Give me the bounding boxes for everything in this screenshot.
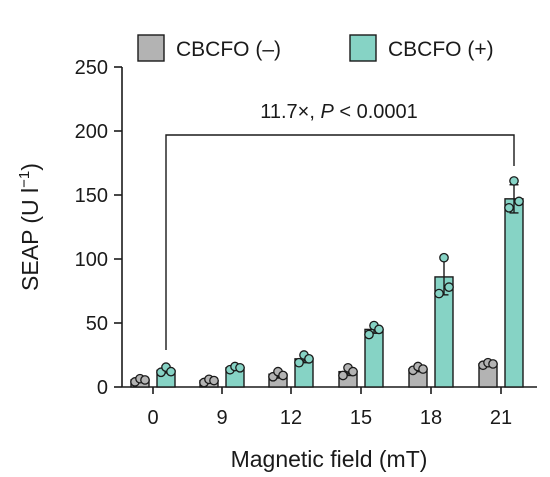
legend: CBCFO (–) CBCFO (+) xyxy=(137,34,494,62)
data-point-cbcfo-plus xyxy=(235,362,245,373)
significance-annotation: 11.7×, P < 0.0001 xyxy=(165,101,515,350)
p-value-text: < 0.0001 xyxy=(334,101,418,123)
data-point-cbcfo-plus xyxy=(509,176,519,186)
y-tick-label: 100 xyxy=(75,249,108,271)
bar-cbcfo-plus-21 xyxy=(504,198,524,388)
bars-layer xyxy=(130,176,524,388)
legend-label-cbcfo-minus: CBCFO (–) xyxy=(176,38,281,61)
x-tick-label: 15 xyxy=(350,407,372,429)
data-point-cbcfo-plus xyxy=(294,357,304,368)
x-tick-label: 9 xyxy=(216,407,227,429)
data-point-cbcfo-plus xyxy=(166,366,176,377)
x-tick-label: 21 xyxy=(490,407,512,429)
y-axis-title: SEAP (U l−1) xyxy=(16,163,43,291)
y-axis-title-main: SEAP (U l xyxy=(17,188,43,291)
data-point-cbcfo-minus xyxy=(209,375,219,386)
y-tick-label: 50 xyxy=(86,313,108,335)
significance-label: 11.7×, P < 0.0001 xyxy=(260,101,418,123)
data-point-cbcfo-minus xyxy=(338,370,348,381)
legend-swatch-cbcfo-minus xyxy=(137,34,165,62)
x-tick-label: 0 xyxy=(147,407,158,429)
y-axis-title-close: ) xyxy=(17,163,43,171)
data-point-cbcfo-plus xyxy=(374,324,384,335)
y-tick-label: 0 xyxy=(97,377,108,399)
significance-bracket xyxy=(165,134,515,350)
y-axis-title-superscript: −1 xyxy=(16,171,33,188)
data-point-cbcfo-minus xyxy=(418,364,428,374)
fold-change-text: 11.7×, xyxy=(260,101,320,123)
data-point-cbcfo-plus xyxy=(504,202,514,213)
legend-swatch-cbcfo-plus xyxy=(349,34,377,62)
x-axis-title: Magnetic field (mT) xyxy=(231,446,428,472)
data-point-cbcfo-plus xyxy=(434,288,444,299)
y-tick-label: 150 xyxy=(75,185,108,207)
y-tick-label: 250 xyxy=(75,57,108,79)
p-symbol: P xyxy=(320,101,334,123)
legend-label-cbcfo-plus: CBCFO (+) xyxy=(388,38,494,61)
data-point-cbcfo-plus xyxy=(514,196,524,207)
data-point-cbcfo-plus xyxy=(444,282,454,293)
x-tick-label: 12 xyxy=(280,407,302,429)
data-point-cbcfo-minus xyxy=(140,375,150,385)
data-point-cbcfo-plus xyxy=(364,329,374,340)
y-tick-label: 200 xyxy=(75,121,108,143)
data-point-cbcfo-plus xyxy=(304,353,314,364)
y-axis: 0 50 100 150 200 250 xyxy=(75,57,123,399)
x-axis: 0 9 12 15 18 21 xyxy=(122,386,537,429)
x-tick-label: 18 xyxy=(420,407,442,429)
data-point-cbcfo-minus xyxy=(278,370,288,381)
data-point-cbcfo-minus xyxy=(488,359,498,369)
data-point-cbcfo-plus xyxy=(439,252,449,263)
data-point-cbcfo-minus xyxy=(348,366,358,377)
